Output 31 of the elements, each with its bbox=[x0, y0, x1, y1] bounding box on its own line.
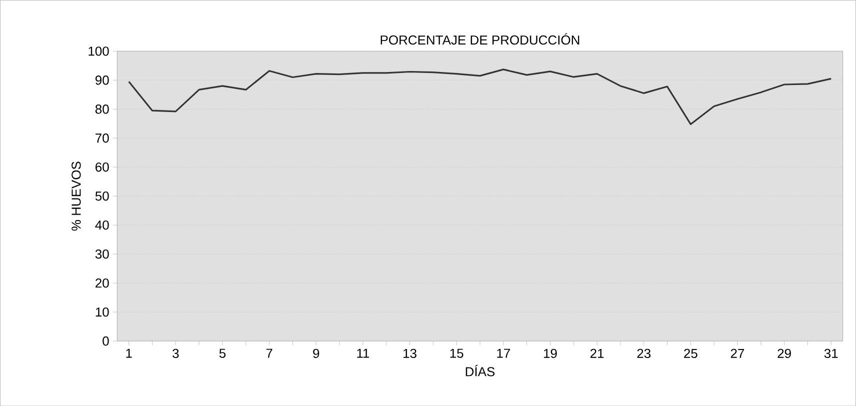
x-tick-label: 29 bbox=[778, 348, 791, 358]
x-tick-label: 3 bbox=[172, 348, 179, 358]
y-tick-label: 50 bbox=[95, 191, 109, 201]
line-series bbox=[128, 68, 832, 125]
x-tick-label: 11 bbox=[357, 348, 370, 358]
x-tick-label: 17 bbox=[497, 348, 510, 358]
y-tick-label: 30 bbox=[95, 249, 109, 259]
y-tick-label: 40 bbox=[95, 220, 109, 230]
y-tick-label: 100 bbox=[88, 46, 109, 56]
y-tick-label: 0 bbox=[102, 336, 109, 346]
x-tick-label: 23 bbox=[637, 348, 650, 358]
x-tick-label: 31 bbox=[824, 348, 838, 358]
x-tick-label: 15 bbox=[450, 348, 464, 358]
chart-title: PORCENTAJE DE PRODUCCIÓN bbox=[380, 33, 580, 45]
x-tick-label: 27 bbox=[730, 348, 744, 358]
y-tick-label: 10 bbox=[96, 307, 109, 317]
x-axis-title: DÍAS bbox=[466, 364, 495, 376]
y-tick-label: 90 bbox=[96, 75, 109, 85]
x-tick-label: 1 bbox=[126, 348, 132, 358]
y-tick-label: 70 bbox=[96, 133, 109, 143]
x-tick-label: 7 bbox=[266, 348, 272, 358]
x-tick-label: 9 bbox=[313, 348, 320, 358]
y-axis-title: % HUEVOS bbox=[72, 162, 81, 231]
x-tick-label: 19 bbox=[544, 348, 557, 358]
x-tick-label: 21 bbox=[590, 348, 604, 358]
x-tick-label: 5 bbox=[219, 348, 226, 358]
x-tick-label: 13 bbox=[404, 348, 416, 358]
y-tick-label: 80 bbox=[95, 104, 109, 114]
x-tick-label: 25 bbox=[684, 348, 698, 358]
y-tick-label: 60 bbox=[96, 162, 109, 172]
y-tick-label: 20 bbox=[96, 278, 109, 288]
